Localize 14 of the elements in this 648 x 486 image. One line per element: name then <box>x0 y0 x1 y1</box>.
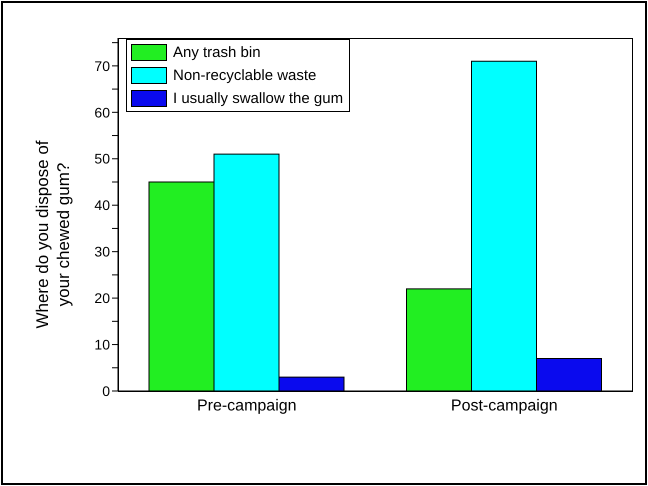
y-tick-label: 30 <box>94 244 110 260</box>
y-tick-label: 20 <box>94 290 110 306</box>
x-tick-label: Post-campaign <box>450 397 558 414</box>
y-tick-label: 70 <box>94 58 110 74</box>
legend-label: Any trash bin <box>173 44 261 61</box>
y-tick-label: 40 <box>94 197 110 214</box>
y-axis-title: Where do you dispose of your chewed gum? <box>33 140 73 329</box>
y-tick-label: 50 <box>94 150 110 167</box>
legend-label: I usually swallow the gum <box>173 90 344 107</box>
y-tick-label: 0 <box>102 382 110 399</box>
y-tick-label: 10 <box>94 336 110 353</box>
x-tick-label: Pre-campaign <box>196 397 297 414</box>
legend-label: Non-recyclable waste <box>173 67 316 84</box>
y-tick-label: 60 <box>94 104 110 120</box>
